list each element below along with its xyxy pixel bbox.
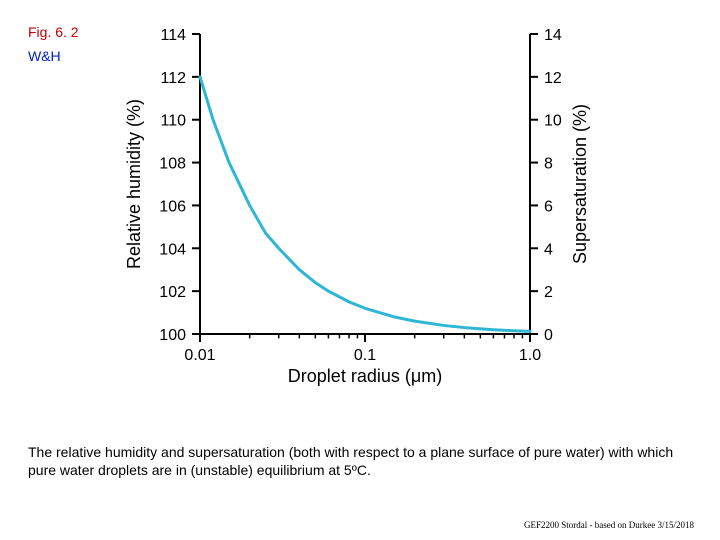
svg-text:4: 4	[544, 241, 553, 258]
top-labels: Fig. 6. 2 W&H	[28, 24, 79, 64]
svg-text:100: 100	[159, 327, 186, 344]
footer-text: GEF2200 Stordal - based on Durkee 3/15/2…	[524, 520, 694, 530]
svg-text:1.0: 1.0	[519, 347, 541, 364]
svg-text:Droplet radius (μm): Droplet radius (μm)	[288, 366, 442, 386]
svg-text:114: 114	[160, 27, 186, 44]
svg-text:0: 0	[544, 327, 553, 344]
svg-text:106: 106	[159, 198, 186, 215]
svg-text:14: 14	[544, 27, 562, 44]
svg-text:104: 104	[159, 241, 186, 258]
svg-text:112: 112	[160, 70, 186, 87]
svg-text:Supersaturation (%): Supersaturation (%)	[570, 104, 590, 264]
source-label: W&H	[28, 48, 79, 64]
svg-text:6: 6	[544, 198, 553, 215]
caption-text: The relative humidity and supersaturatio…	[28, 444, 692, 479]
chart-container: 100 102 104 106 108 110 112 114 0 2 4 6 8 10 12 14 0.01 0…	[110, 20, 620, 410]
svg-text:110: 110	[160, 113, 186, 130]
svg-text:0.01: 0.01	[184, 347, 215, 364]
page: Fig. 6. 2 W&H 10010210410610811011211402…	[0, 0, 720, 540]
svg-text:8: 8	[544, 156, 553, 173]
svg-text:102: 102	[159, 284, 186, 301]
svg-text:2: 2	[544, 284, 553, 301]
figure-label: Fig. 6. 2	[28, 24, 79, 40]
svg-text:10: 10	[544, 113, 562, 130]
svg-text:Relative humidity (%): Relative humidity (%)	[124, 99, 144, 269]
svg-text:12: 12	[544, 70, 562, 87]
svg-text:108: 108	[159, 156, 186, 173]
kelvin-chart: 100 102 104 106 108 110 112 114 0 2 4 6 8 10 12 14 0.01 0…	[110, 20, 620, 410]
svg-text:0.1: 0.1	[354, 347, 376, 364]
